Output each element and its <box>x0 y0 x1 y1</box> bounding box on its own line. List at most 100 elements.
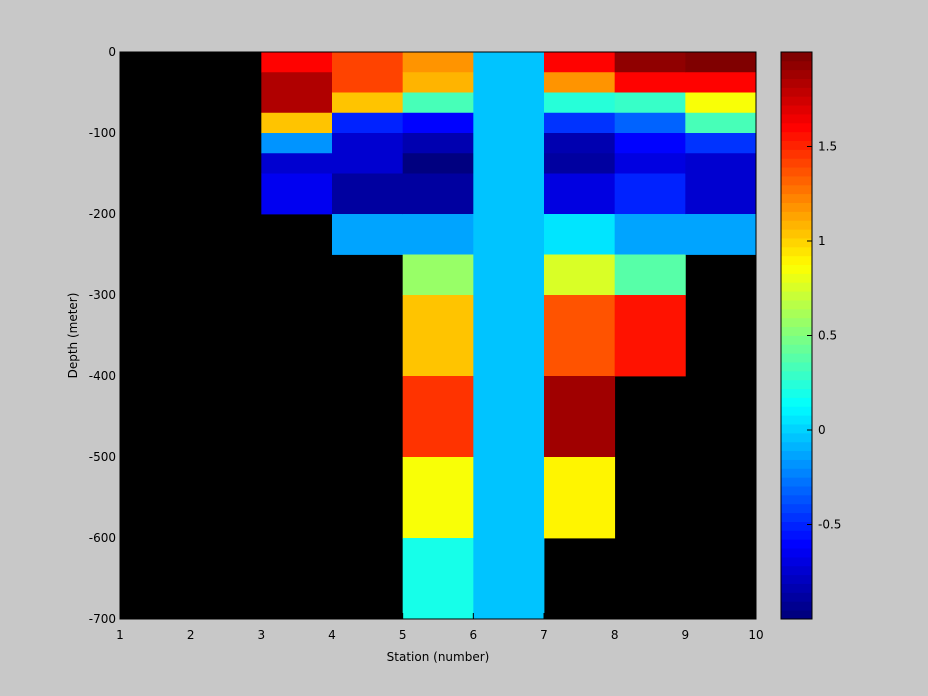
y-tick-label: -100 <box>89 126 116 140</box>
colorbar-level <box>781 87 812 97</box>
heatmap-cell <box>332 52 404 93</box>
heatmap-cell <box>614 112 686 134</box>
colorbar-level <box>781 415 812 425</box>
heatmap-cell <box>261 112 333 134</box>
heatmap-cell <box>402 376 474 458</box>
colorbar-level <box>781 335 812 345</box>
colorbar-levels <box>781 52 812 620</box>
colorbar-level <box>781 158 812 168</box>
heatmap-cell <box>685 52 757 73</box>
x-tick-label: 7 <box>540 628 548 642</box>
y-tick-label: -400 <box>89 369 116 383</box>
x-tick-label: 6 <box>470 628 478 642</box>
y-axis-label: Depth (meter) <box>66 293 80 379</box>
colorbar-level <box>781 556 812 567</box>
colorbar-level <box>781 503 812 514</box>
heatmap-cell <box>332 173 404 215</box>
colorbar-level <box>781 379 812 390</box>
colorbar-level <box>781 530 812 540</box>
colorbar-level <box>781 406 812 416</box>
heatmap-cell <box>614 214 686 255</box>
colorbar-level <box>781 362 812 372</box>
y-axis-ticks: 0 -100 -200 -300 -400 -500 -600 -700 <box>89 45 126 626</box>
colorbar-ticks: -0.5 0 0.5 1 1.5 <box>807 140 841 532</box>
colorbar-level <box>781 140 812 150</box>
colorbar-level <box>781 441 812 452</box>
heatmap-cell <box>544 52 616 73</box>
heatmap-cell <box>614 254 686 296</box>
heatmap-cell <box>614 133 686 154</box>
colorbar-level <box>781 52 812 62</box>
heatmap-cell <box>402 295 474 377</box>
colorbar-level <box>781 610 812 620</box>
y-tick-label: -200 <box>89 207 116 221</box>
colorbar-level <box>781 220 812 230</box>
heatmap-cell <box>614 92 686 114</box>
colorbar-tick-label: 1 <box>818 234 826 248</box>
heatmap-cell <box>261 153 333 174</box>
heatmap-cell <box>614 173 686 215</box>
x-tick-label: 1 <box>116 628 124 642</box>
colorbar-level <box>781 122 812 133</box>
colorbar-level <box>781 592 812 602</box>
y-tick-label: -700 <box>89 612 116 626</box>
colorbar-level <box>781 565 812 576</box>
colorbar-level <box>781 317 812 328</box>
colorbar-level <box>781 202 812 212</box>
heatmap-cell <box>402 457 474 539</box>
colorbar-level <box>781 264 812 274</box>
colorbar-level <box>781 246 812 257</box>
heatmap-cell <box>544 133 616 154</box>
x-tick-label: 2 <box>187 628 195 642</box>
colorbar-level <box>781 255 812 266</box>
heatmap-cell <box>332 214 404 255</box>
colorbar-level <box>781 167 812 177</box>
heatmap-cell <box>332 133 404 174</box>
colorbar-level <box>781 353 812 363</box>
colorbar-tick-label: 1.5 <box>818 140 837 154</box>
colorbar-level <box>781 344 812 354</box>
colorbar-level <box>781 176 812 186</box>
x-tick-label: 8 <box>611 628 619 642</box>
colorbar-level <box>781 450 812 460</box>
colorbar-level <box>781 326 812 336</box>
colorbar-level <box>781 494 812 505</box>
colorbar-level <box>781 273 812 283</box>
heatmap-cell <box>685 92 757 114</box>
colorbar-level <box>781 193 812 204</box>
colorbar-level <box>781 184 812 195</box>
y-tick-label: -500 <box>89 450 116 464</box>
colorbar-level <box>781 131 812 141</box>
colorbar-level <box>781 291 812 301</box>
heatmap-cell <box>332 112 404 134</box>
colorbar-level <box>781 512 812 522</box>
colorbar-level <box>781 601 812 611</box>
colorbar-level <box>781 308 812 319</box>
data-cells <box>261 52 757 620</box>
heatmap-cell <box>614 153 686 174</box>
heatmap-cell <box>402 133 474 154</box>
heatmap-cell <box>544 376 616 458</box>
heatmap-cell <box>544 112 616 134</box>
plot-border <box>119 51 757 620</box>
colorbar-level <box>781 539 812 549</box>
colorbar-tick-label: 0 <box>818 423 826 437</box>
x-tick-label: 4 <box>328 628 336 642</box>
heatmap-cell <box>544 214 616 255</box>
heatmap-cell <box>544 457 616 539</box>
heatmap-cell <box>544 92 616 114</box>
colorbar-tick-label: 0.5 <box>818 329 837 343</box>
colorbar-level <box>781 583 812 593</box>
y-tick-label: -300 <box>89 288 116 302</box>
x-tick-label: 10 <box>748 628 763 642</box>
colorbar-level <box>781 300 812 310</box>
heatmap-cell <box>402 173 474 215</box>
colorbar-level <box>781 486 812 496</box>
x-tick-label: 5 <box>399 628 407 642</box>
colorbar-level <box>781 105 812 115</box>
colorbar-level <box>781 370 812 381</box>
colorbar-level <box>781 211 812 221</box>
colorbar-level <box>781 282 812 292</box>
heatmap-cell <box>544 173 616 215</box>
heatmap-cell <box>402 538 474 620</box>
